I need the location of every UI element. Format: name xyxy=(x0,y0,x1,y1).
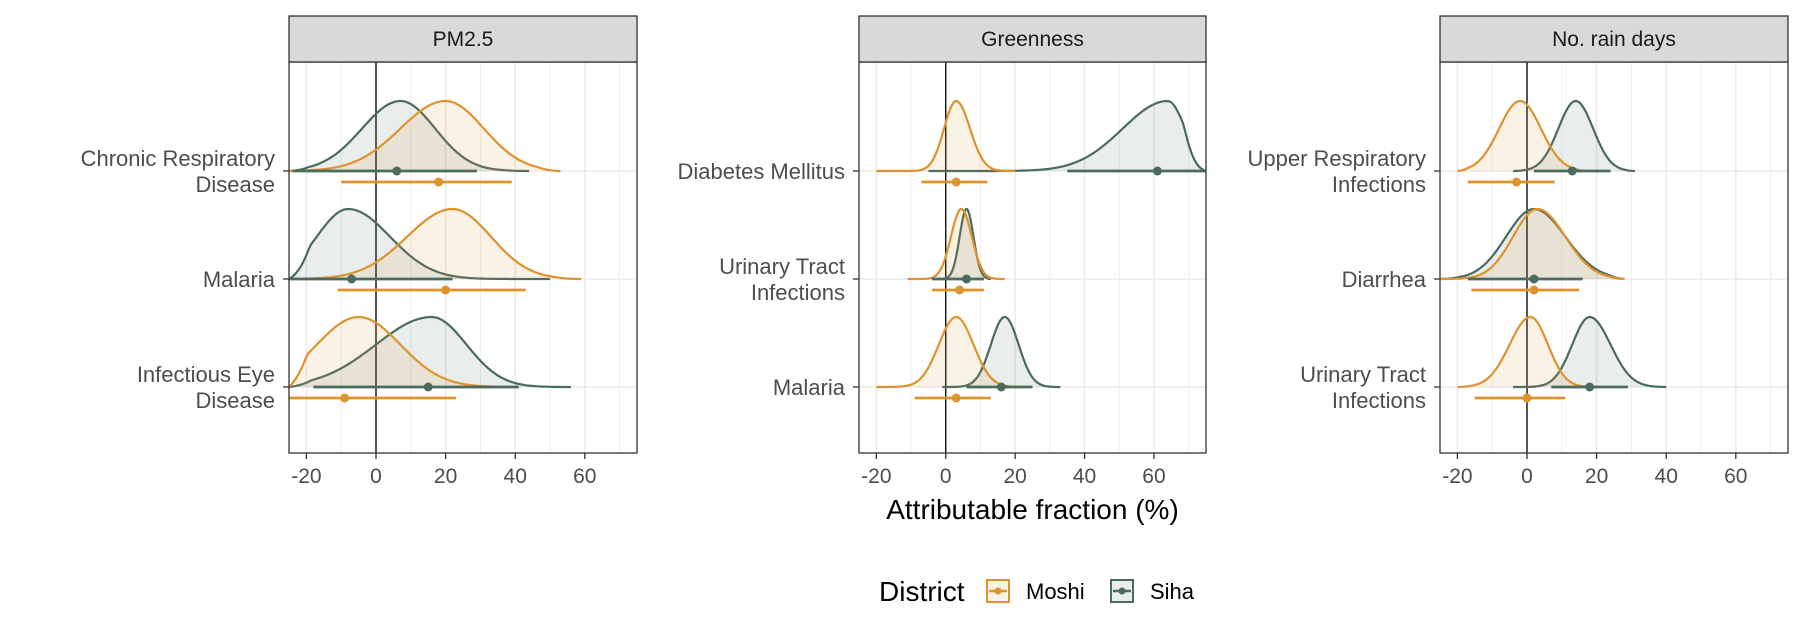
median-point-moshi xyxy=(340,393,350,403)
x-tick-label: 20 xyxy=(1003,465,1026,488)
category-label: Malaria xyxy=(203,267,276,292)
legend-title: District xyxy=(879,576,965,607)
median-point-moshi xyxy=(434,177,444,187)
density-fill-moshi xyxy=(907,209,1005,279)
facet-strip-title: PM2.5 xyxy=(433,28,494,51)
density-curve-moshi xyxy=(907,207,1005,281)
x-tick-label: 0 xyxy=(1521,465,1533,488)
density-fill-moshi xyxy=(289,209,582,279)
density-fill-siha xyxy=(942,317,1061,387)
panel-0: PM2.5 -20 0 20 40 60 Chronic Respiratory Diseas… xyxy=(81,15,638,488)
category-label: Diarrhea xyxy=(1342,267,1427,292)
density-curve-siha xyxy=(289,99,530,173)
median-point-moshi xyxy=(955,285,965,295)
legend-key-siha xyxy=(1110,579,1134,603)
density-fill-siha xyxy=(289,317,571,387)
category-label: Infectious Eye Disease xyxy=(137,362,275,413)
x-tick-label: -20 xyxy=(861,465,891,488)
median-point-siha xyxy=(996,382,1006,392)
x-tick-label: 20 xyxy=(1585,465,1608,488)
density-curve-moshi xyxy=(1457,315,1597,389)
category-label: Urinary Tract Infections xyxy=(719,254,845,305)
density-fill-moshi xyxy=(289,101,561,171)
median-point-siha xyxy=(423,382,433,392)
density-curve-moshi xyxy=(289,99,561,173)
median-point-moshi xyxy=(951,177,961,187)
x-tick-label: -20 xyxy=(1442,465,1472,488)
density-fill-moshi xyxy=(1457,317,1597,387)
panel-plot-area xyxy=(1440,99,1667,403)
density-curve-siha xyxy=(289,315,571,389)
density-curve-siha xyxy=(1513,99,1635,173)
x-axis-title: Attributable fraction (%) xyxy=(886,494,1179,525)
x-tick-label: 40 xyxy=(504,465,527,488)
median-point-moshi xyxy=(441,285,451,295)
density-curve-moshi xyxy=(1440,207,1625,281)
median-point-siha xyxy=(1152,166,1162,176)
facet-strip xyxy=(858,15,1207,63)
median-point-siha xyxy=(392,166,402,176)
density-curve-siha xyxy=(289,207,550,281)
median-point-moshi xyxy=(951,393,961,403)
density-curve-siha xyxy=(1513,315,1667,389)
facet-strip-title: Greenness xyxy=(981,28,1084,51)
density-curve-siha xyxy=(928,99,1206,173)
density-fill-moshi xyxy=(876,317,1026,387)
facet-strip xyxy=(1439,15,1789,63)
median-point-siha xyxy=(1585,382,1595,392)
x-tick-label: -20 xyxy=(291,465,321,488)
x-tick-label: 20 xyxy=(434,465,457,488)
density-fill-moshi xyxy=(1440,209,1625,279)
x-tick-label: 60 xyxy=(573,465,596,488)
median-point-siha xyxy=(962,274,972,284)
category-label: Diabetes Mellitus xyxy=(677,159,845,184)
panel-plot-area xyxy=(289,99,582,403)
median-point-moshi xyxy=(1512,177,1522,187)
facet-strip-title: No. rain days xyxy=(1552,28,1676,51)
median-point-moshi xyxy=(1529,285,1539,295)
density-fill-siha xyxy=(289,209,550,279)
x-tick-label: 40 xyxy=(1073,465,1096,488)
median-point-siha xyxy=(1529,274,1539,284)
panel-2: No. rain days -20 0 20 40 60 Upper Respiratory… xyxy=(1247,15,1789,488)
median-point-siha xyxy=(1567,166,1577,176)
category-label: Upper Respiratory Infections xyxy=(1247,146,1426,197)
density-fill-moshi xyxy=(876,101,1016,171)
x-tick-label: 60 xyxy=(1142,465,1165,488)
legend-label-moshi: Moshi xyxy=(1026,579,1085,604)
category-label: Chronic Respiratory Disease xyxy=(81,146,275,197)
legend-label-siha: Siha xyxy=(1150,579,1195,604)
median-point-moshi xyxy=(1522,393,1532,403)
density-fill-siha xyxy=(289,101,530,171)
legend-key-point xyxy=(994,587,1002,595)
density-fill-moshi xyxy=(289,317,519,387)
density-fill-siha xyxy=(1513,317,1667,387)
x-tick-label: 0 xyxy=(940,465,952,488)
x-tick-label: 0 xyxy=(370,465,382,488)
density-curve-siha xyxy=(1440,207,1625,281)
density-curve-moshi xyxy=(1457,99,1587,173)
legend: District Moshi Siha xyxy=(879,576,1195,607)
density-fill-siha xyxy=(928,101,1206,171)
density-fill-siha xyxy=(1440,209,1625,279)
median-point-siha xyxy=(347,274,357,284)
x-tick-label: 40 xyxy=(1655,465,1678,488)
density-curve-siha xyxy=(942,315,1061,389)
panel-plot-area xyxy=(876,99,1206,403)
density-curve-moshi xyxy=(876,99,1016,173)
legend-key-point xyxy=(1118,587,1126,595)
category-label: Urinary Tract Infections xyxy=(1300,362,1426,413)
category-label: Malaria xyxy=(773,375,846,400)
density-curve-moshi xyxy=(289,207,582,281)
legend-key-moshi xyxy=(986,579,1010,603)
x-tick-label: 60 xyxy=(1724,465,1747,488)
facet-strip xyxy=(288,15,638,63)
panel-1: Greenness -20 0 20 40 60 Diabetes Mellitus Urin… xyxy=(677,15,1207,488)
